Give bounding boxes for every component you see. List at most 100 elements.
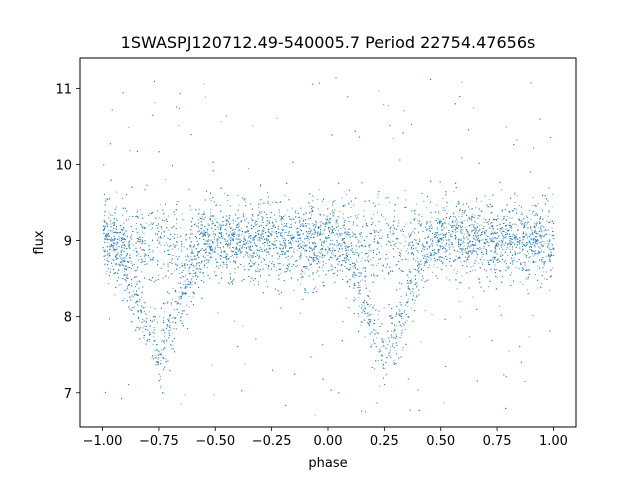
data-point (257, 269, 259, 271)
data-point (346, 258, 348, 260)
data-point (460, 243, 462, 245)
data-point (189, 273, 191, 275)
data-point (473, 224, 475, 226)
data-point (374, 368, 375, 370)
data-point (260, 203, 262, 205)
data-point (206, 228, 208, 230)
data-point (106, 258, 108, 260)
data-point (478, 248, 480, 250)
data-point (550, 220, 552, 222)
data-point (218, 236, 220, 238)
data-point (427, 237, 428, 238)
data-point (289, 257, 291, 259)
data-point (302, 246, 304, 248)
data-point (209, 234, 211, 236)
data-point (332, 229, 334, 230)
data-point (311, 249, 313, 251)
data-point (174, 301, 176, 303)
data-point (260, 237, 262, 239)
data-point (183, 276, 185, 278)
data-point (116, 249, 118, 251)
data-point (551, 243, 553, 245)
data-point (214, 224, 215, 226)
data-point (181, 265, 183, 267)
data-point (136, 281, 138, 283)
data-point (466, 219, 468, 221)
data-point (345, 249, 347, 251)
data-point (163, 319, 164, 321)
data-point (444, 234, 446, 236)
data-point (238, 204, 240, 206)
data-point (177, 314, 179, 316)
data-point (505, 219, 507, 221)
data-point (107, 253, 109, 255)
data-point (123, 241, 125, 243)
data-point (383, 103, 385, 105)
data-point (402, 234, 404, 236)
data-point (442, 238, 444, 240)
data-point (300, 223, 302, 225)
data-point (158, 353, 160, 355)
data-point (235, 220, 237, 222)
data-point (104, 263, 106, 265)
data-point (135, 247, 137, 249)
data-point (395, 316, 397, 317)
data-point (387, 257, 389, 259)
data-point (356, 236, 358, 238)
data-point (149, 306, 151, 308)
data-point (131, 262, 133, 264)
data-point (327, 237, 329, 239)
data-point (462, 226, 463, 228)
data-point (414, 299, 416, 301)
data-point (123, 298, 125, 300)
data-point (104, 249, 106, 251)
data-point (363, 305, 365, 307)
data-point (308, 223, 310, 225)
data-point (283, 218, 285, 220)
data-point (288, 232, 290, 234)
data-point (167, 318, 169, 320)
data-point (218, 223, 220, 225)
data-point (160, 387, 161, 389)
data-point (192, 275, 194, 277)
data-point (144, 310, 145, 312)
data-point (361, 257, 363, 259)
data-point (153, 327, 155, 328)
data-point (282, 245, 284, 247)
data-point (414, 239, 415, 240)
data-point (257, 263, 259, 265)
data-point (521, 223, 522, 225)
data-point (362, 279, 364, 281)
data-point (483, 226, 485, 227)
data-point (150, 228, 152, 230)
data-point (203, 83, 205, 85)
data-point (161, 237, 163, 239)
data-point (252, 125, 254, 127)
data-point (382, 216, 384, 218)
data-point (427, 259, 429, 261)
data-point (127, 274, 128, 275)
data-point (238, 217, 240, 219)
data-point (546, 230, 548, 232)
data-point (272, 261, 274, 262)
data-point (547, 215, 549, 217)
data-point (265, 239, 267, 240)
data-point (255, 220, 257, 222)
data-point (421, 216, 423, 218)
data-point (128, 260, 130, 262)
data-point (482, 231, 484, 232)
data-point (437, 229, 439, 231)
data-point (255, 235, 257, 237)
data-point (478, 249, 480, 251)
data-point (273, 225, 275, 227)
data-point (546, 220, 548, 222)
data-point (121, 197, 123, 199)
data-point (163, 392, 165, 394)
data-point (541, 246, 543, 248)
data-point (106, 271, 108, 273)
data-point (349, 267, 351, 269)
data-point (268, 239, 269, 241)
data-point (174, 245, 176, 247)
data-point (432, 239, 434, 241)
data-point (123, 222, 125, 224)
